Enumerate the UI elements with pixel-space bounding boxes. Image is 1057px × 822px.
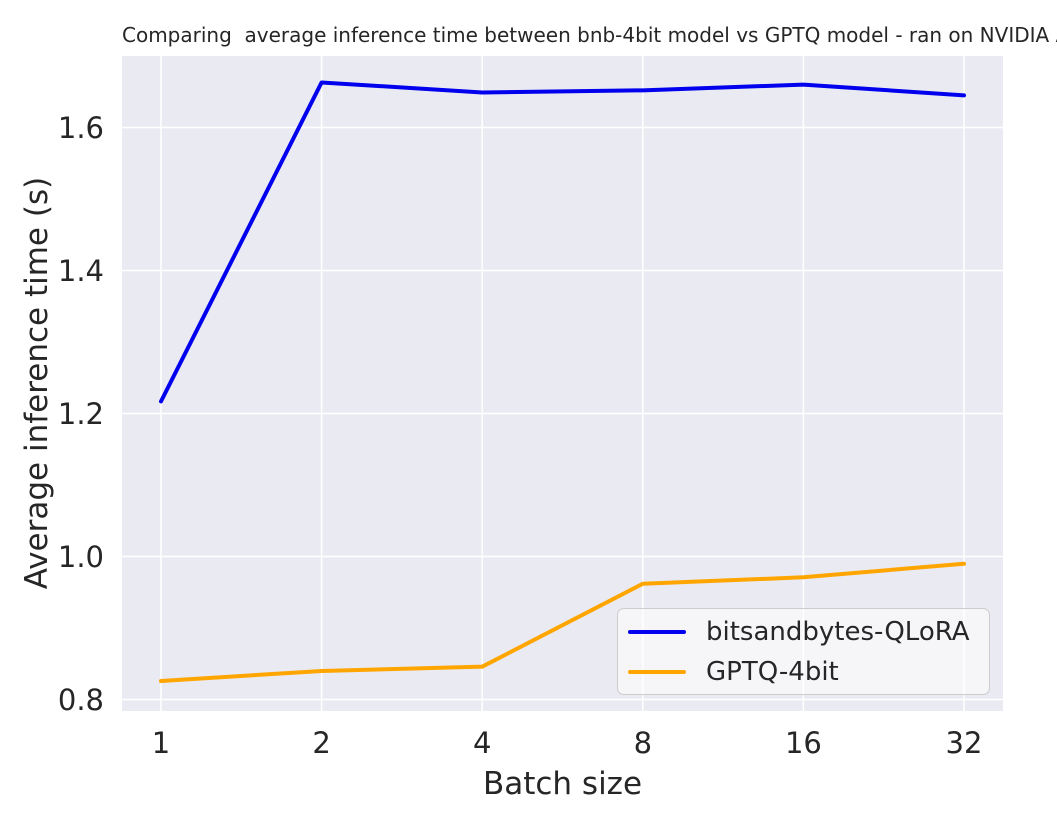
legend: bitsandbytes-QLoRA GPTQ-4bit: [617, 608, 990, 695]
x-tick-label: 32: [945, 726, 983, 760]
legend-item: bitsandbytes-QLoRA: [628, 612, 989, 652]
series-line-bitsandbytes-QLoRA: [159, 80, 966, 404]
y-tick-label: 1.4: [57, 253, 104, 288]
chart-canvas: [122, 56, 1003, 711]
x-tick-label: 2: [312, 726, 331, 760]
y-tick-label: 1.6: [57, 110, 104, 145]
x-tick-label: 8: [633, 726, 653, 760]
plot-area: [122, 56, 1003, 711]
legend-line-sample-bitsandbytes: [628, 630, 686, 634]
legend-label: GPTQ-4bit: [706, 657, 839, 687]
legend-item: GPTQ-4bit: [628, 652, 989, 692]
legend-label: bitsandbytes-QLoRA: [706, 617, 970, 647]
y-axis-label: Average inference time (s): [19, 176, 55, 590]
legend-line-sample-gptq: [628, 670, 686, 674]
chart-title: Comparing average inference time between…: [122, 23, 1057, 47]
x-axis-label: Batch size: [482, 766, 643, 802]
x-tick-label: 16: [784, 726, 822, 760]
series-line-GPTQ-4bit: [159, 561, 966, 683]
y-tick-label: 1.2: [57, 396, 104, 431]
x-tick-label: 1: [151, 726, 171, 760]
y-tick-label: 1.0: [57, 539, 104, 574]
x-tick-label: 4: [472, 726, 492, 760]
y-tick-label: 0.8: [57, 682, 104, 717]
